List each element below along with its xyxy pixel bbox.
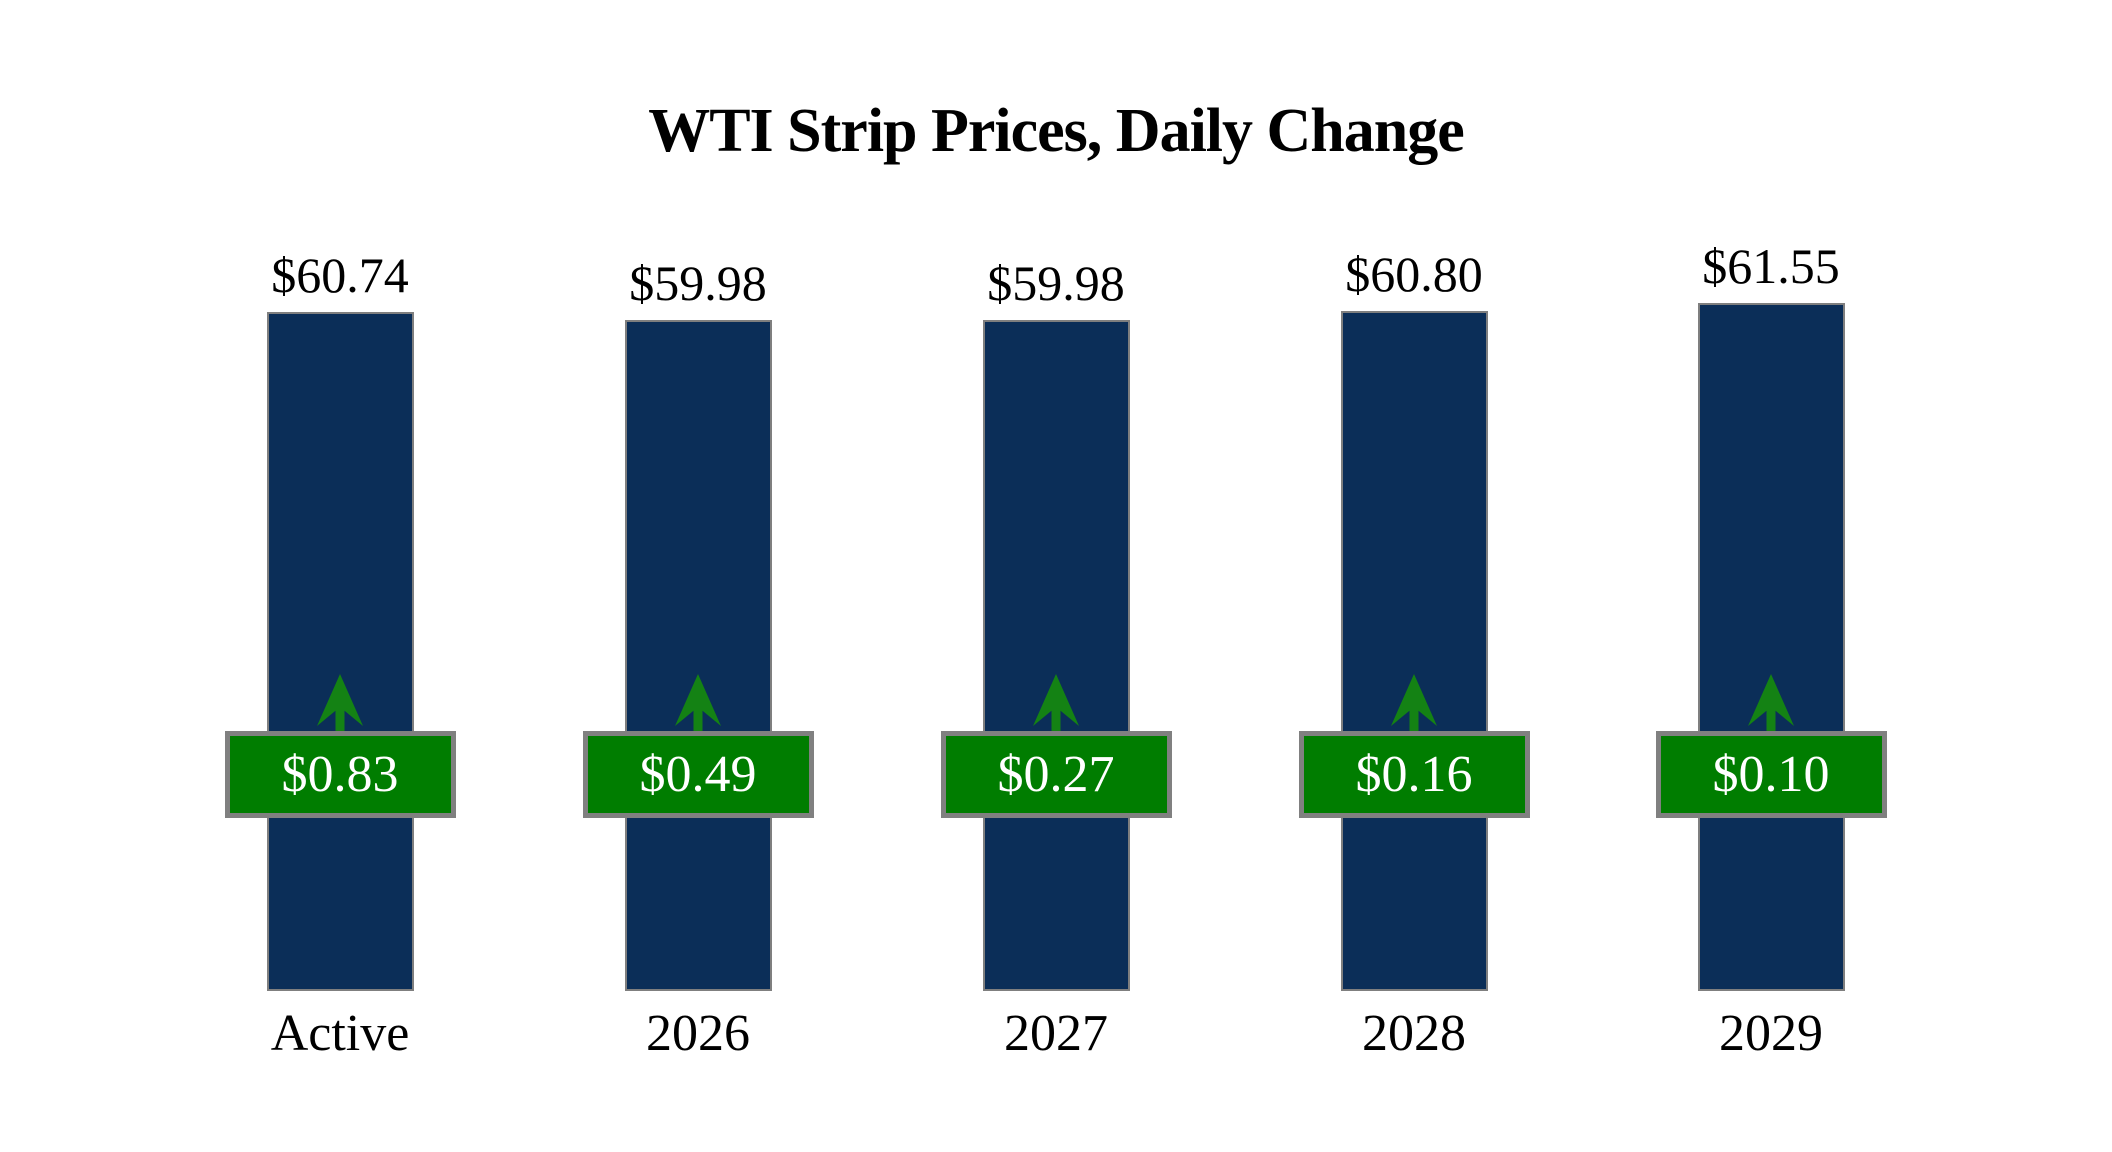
up-arrow-icon [675,674,721,731]
category-label: 2028 [1362,1005,1466,1062]
daily-change-badge: $0.27 [940,731,1172,818]
daily-change-badge: $0.10 [1655,731,1887,818]
daily-change-value: $0.16 [1355,745,1473,803]
category-label: Active [270,1005,410,1062]
daily-change-value: $0.27 [997,745,1115,803]
category-label: 2027 [1004,1005,1108,1062]
chart-title: WTI Strip Prices, Daily Change [648,97,1465,165]
up-arrow-icon [317,674,363,731]
up-arrow-icon [1748,674,1794,731]
strip-price-bar [266,312,414,991]
daily-change-value: $0.10 [1712,745,1830,803]
price-label: $59.98 [987,255,1125,311]
daily-change-value: $0.83 [281,745,399,803]
strip-price-bar [982,320,1130,991]
price-label: $60.74 [271,247,409,303]
daily-change-badge: $0.16 [1298,731,1530,818]
daily-change-value: $0.49 [639,745,757,803]
strip-price-bar [1697,303,1845,991]
category-label: 2026 [646,1005,750,1062]
strip-price-bar [1340,311,1488,991]
daily-change-badge: $0.83 [224,731,456,818]
daily-change-badge: $0.49 [582,731,814,818]
category-label: 2029 [1719,1005,1823,1062]
price-label: $61.55 [1702,238,1840,294]
price-label: $59.98 [629,255,767,311]
up-arrow-icon [1033,674,1079,731]
strip-price-bar [624,320,772,991]
up-arrow-icon [1391,674,1437,731]
price-label: $60.80 [1345,246,1483,302]
